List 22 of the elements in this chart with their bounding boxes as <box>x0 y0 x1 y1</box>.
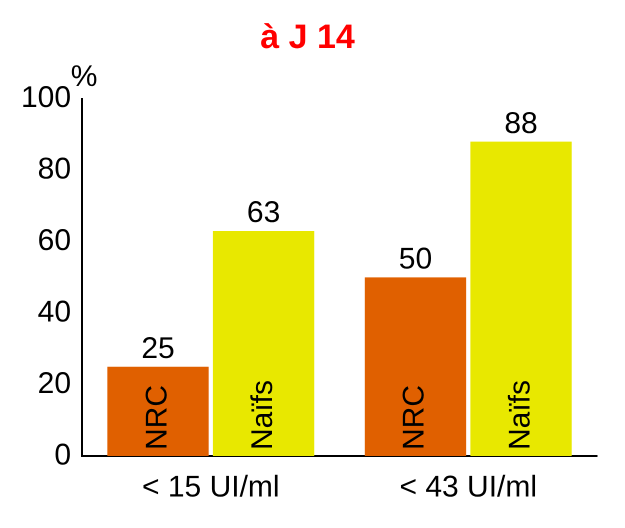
bar <box>107 366 209 456</box>
y-tick-label: 80 <box>38 152 72 186</box>
y-tick-label: 20 <box>38 366 72 400</box>
data-label: 63 <box>246 196 280 230</box>
data-label: 88 <box>504 106 538 140</box>
series-label: Naïfs <box>246 380 279 450</box>
y-tick-label: 60 <box>38 224 72 257</box>
bar <box>212 230 314 456</box>
y-tick-label: 40 <box>38 295 72 328</box>
x-tick-label: < 15 UI/ml <box>142 470 280 504</box>
data-label: 25 <box>141 332 175 365</box>
text: NRC <box>398 385 431 450</box>
data-label: 50 <box>398 242 432 276</box>
bar <box>364 277 466 456</box>
bar <box>470 142 572 456</box>
x-tick-label: < 43 UI/ml <box>399 470 538 504</box>
chart-title: à J 14 <box>260 18 355 56</box>
y-axis-title: % <box>70 60 98 94</box>
series-label: NRC <box>140 385 174 450</box>
y-tick-label: 0 <box>54 438 72 472</box>
y-tick-label: 100 <box>20 81 72 114</box>
text: Naïfs <box>503 380 536 450</box>
